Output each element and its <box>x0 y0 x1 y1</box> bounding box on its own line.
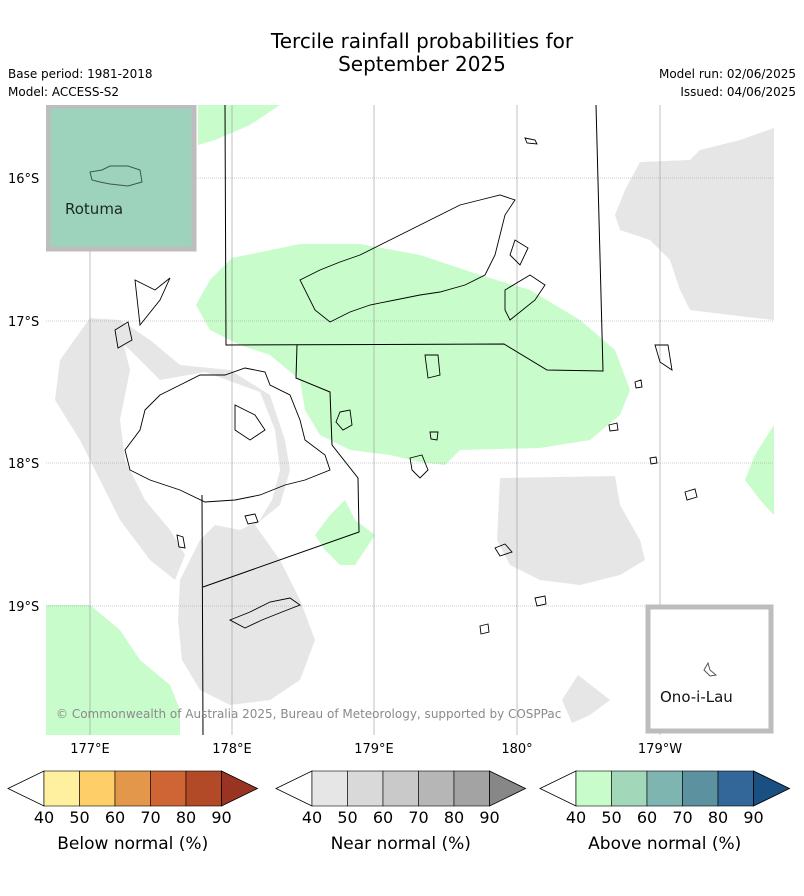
inset-ono-i-lau: Ono-i-Lau <box>645 604 774 734</box>
colorbar-tick-label: 70 <box>140 808 160 827</box>
copyright-notice: © Commonwealth of Australia 2025, Bureau… <box>56 707 561 721</box>
longitude-labels: 177°E 178°E 179°E 180° 179°W <box>70 742 682 757</box>
colorbar-tick-label: 40 <box>566 808 586 827</box>
ono-i-lau-label: Ono-i-Lau <box>660 688 733 706</box>
issued-date: Issued: 04/06/2025 <box>680 85 796 99</box>
base-period: Base period: 1981-2018 <box>8 67 153 81</box>
colorbar-tick-label: 80 <box>176 808 196 827</box>
rotuma-label: Rotuma <box>65 200 123 218</box>
above-normal-areas <box>46 105 774 735</box>
colorbar-under-triangle <box>275 770 313 807</box>
lat-label: 18°S <box>8 457 39 472</box>
colorbar-tick-label: 80 <box>708 808 728 827</box>
colorbar-tick-label: 60 <box>637 808 657 827</box>
map-area: Rotuma Ono-i-Lau © Commonwealth of Austr… <box>46 105 774 735</box>
colorbar-title: Above normal (%) <box>588 834 741 854</box>
model-run: Model run: 02/06/2025 <box>658 67 796 81</box>
colorbar-segment <box>150 770 187 807</box>
colorbar-segment <box>43 770 80 807</box>
title-line-1: Tercile rainfall probabilities for <box>270 29 574 53</box>
colorbar-title: Below normal (%) <box>57 834 208 854</box>
colorbar-segment <box>185 770 222 807</box>
colorbar-segment <box>382 770 419 807</box>
colorbar-segment <box>114 770 151 807</box>
colorbar-tick-label: 40 <box>34 808 54 827</box>
colorbar-under-triangle <box>539 770 577 807</box>
colorbar-segment <box>646 770 683 807</box>
lat-label: 19°S <box>8 600 39 615</box>
lat-label: 16°S <box>8 172 39 187</box>
colorbar-tick-label: 50 <box>601 808 621 827</box>
colorbar-tick-label: 50 <box>337 808 357 827</box>
colorbar-segment <box>682 770 719 807</box>
colorbar-over-triangle <box>221 770 259 807</box>
colorbar-tick-label: 80 <box>444 808 464 827</box>
lon-label: 180° <box>501 742 532 757</box>
colorbar-segment <box>453 770 490 807</box>
meta-left: Base period: 1981-2018 Model: ACCESS-S2 <box>8 65 153 101</box>
lat-label: 17°S <box>8 315 39 330</box>
model-name: Model: ACCESS-S2 <box>8 85 120 99</box>
colorbar-segment <box>418 770 455 807</box>
colorbar-segment <box>611 770 648 807</box>
latitude-labels: 16°S 17°S 18°S 19°S <box>8 172 39 615</box>
meta-right: Model run: 02/06/2025 Issued: 04/06/2025 <box>659 65 796 101</box>
region-boundaries <box>201 105 604 735</box>
lon-label: 178°E <box>212 742 252 757</box>
colorbar-tick-label: 70 <box>408 808 428 827</box>
colorbar-tick-label: 40 <box>302 808 322 827</box>
inset-rotuma: Rotuma <box>46 105 197 252</box>
colorbar-tick-label: 90 <box>211 808 231 827</box>
colorbar-under-triangle <box>7 770 45 807</box>
colorbar-tick-label: 60 <box>105 808 125 827</box>
colorbar-segment <box>311 770 348 807</box>
colorbar-over-triangle <box>753 770 791 807</box>
colorbar-segment <box>575 770 612 807</box>
lon-label: 177°E <box>70 742 110 757</box>
colorbar-over-triangle <box>489 770 527 807</box>
colorbar-tick-label: 50 <box>69 808 89 827</box>
title-line-2: September 2025 <box>338 52 506 76</box>
lon-label: 179°W <box>638 742 682 757</box>
near-normal-areas <box>55 128 774 723</box>
coastlines <box>114 137 698 635</box>
colorbar-segment <box>717 770 754 807</box>
map-title: Tercile rainfall probabilities for Septe… <box>222 30 622 76</box>
colorbar-segment <box>79 770 116 807</box>
colorbar-segment <box>347 770 384 807</box>
colorbar-tick-label: 90 <box>479 808 499 827</box>
colorbar-tick-label: 90 <box>743 808 763 827</box>
colorbar-tick-label: 60 <box>373 808 393 827</box>
colorbar-tick-label: 70 <box>672 808 692 827</box>
colorbar-title: Near normal (%) <box>331 834 471 854</box>
colorbar: 40 50 60 70 80 90 Near normal (%) <box>275 770 527 854</box>
lon-label: 179°E <box>354 742 394 757</box>
